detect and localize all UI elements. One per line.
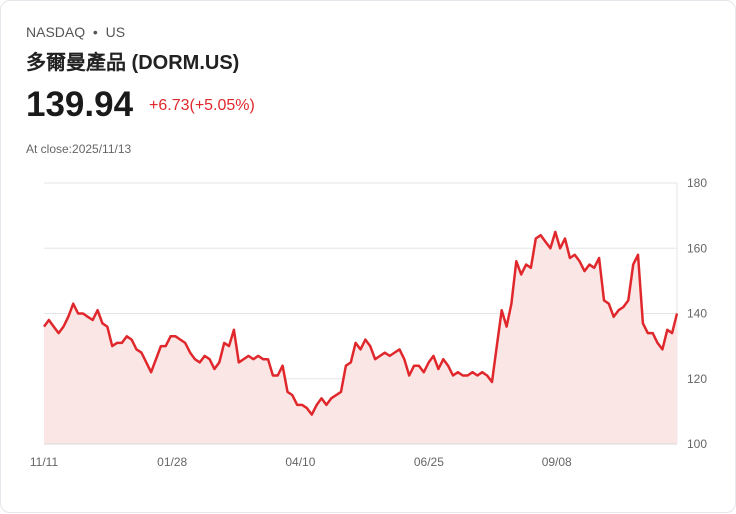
y-tick-label: 140 bbox=[687, 307, 707, 321]
exchange: NASDAQ bbox=[26, 24, 86, 40]
y-tick-label: 100 bbox=[687, 437, 707, 451]
current-price: 139.94 bbox=[26, 85, 134, 124]
exchange-line: NASDAQ • US bbox=[26, 24, 125, 40]
x-tick-label: 01/28 bbox=[157, 455, 187, 469]
close-date: At close:2025/11/13 bbox=[26, 142, 132, 156]
y-tick-label: 180 bbox=[687, 176, 707, 190]
x-tick-label: 04/10 bbox=[285, 455, 315, 469]
price-line bbox=[42, 230, 679, 416]
y-tick-label: 120 bbox=[687, 372, 707, 386]
separator: • bbox=[92, 24, 98, 40]
stock-title: 多爾曼產品 (DORM.US) bbox=[26, 52, 240, 74]
y-tick-label: 160 bbox=[687, 241, 707, 255]
x-tick-label: 11/11 bbox=[30, 455, 59, 469]
market: US bbox=[105, 24, 126, 40]
x-tick-label: 06/25 bbox=[414, 455, 444, 469]
x-tick-label: 09/08 bbox=[542, 455, 572, 469]
price-change: +6.73(+5.05%) bbox=[149, 97, 255, 114]
price-area bbox=[44, 231, 677, 444]
